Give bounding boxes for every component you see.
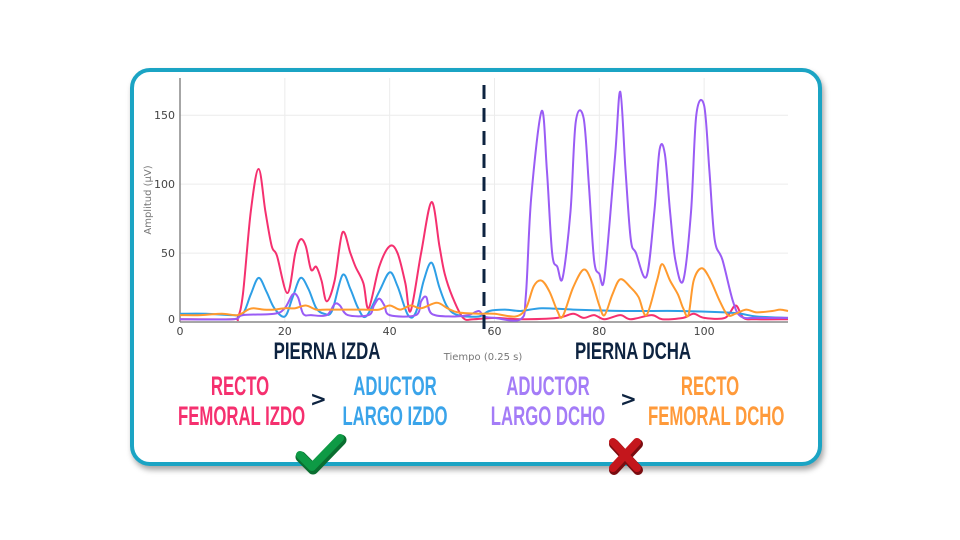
y-tick-label: 0 bbox=[168, 313, 175, 326]
label-line: FEMORAL IZDO bbox=[178, 401, 306, 431]
muscle-aductor-largo-dcho: ADUCTOR LARGO DCHO bbox=[486, 371, 610, 431]
label-line: FEMORAL DCHO bbox=[648, 401, 785, 431]
greater-than-sign: > bbox=[310, 387, 327, 411]
label-line: ADUCTOR bbox=[353, 371, 437, 401]
y-axis-label: Amplitud (µV) bbox=[143, 165, 154, 234]
x-tick-label: 0 bbox=[177, 325, 184, 338]
label-line: ADUCTOR bbox=[506, 371, 590, 401]
x-tick-label: 80 bbox=[592, 325, 606, 338]
series-line-0 bbox=[179, 167, 789, 322]
series-line-1 bbox=[179, 261, 789, 319]
label-line: LARGO DCHO bbox=[490, 401, 606, 431]
series-line-2 bbox=[179, 90, 789, 322]
series-line-3 bbox=[179, 263, 789, 319]
y-tick-label: 150 bbox=[154, 109, 175, 122]
x-tick-label: 60 bbox=[487, 325, 501, 338]
x-axis-label: Tiempo (0.25 s) bbox=[443, 352, 523, 363]
y-tick-label: 50 bbox=[161, 247, 175, 260]
label-line: LARGO IZDO bbox=[342, 401, 448, 431]
x-tick-label: 100 bbox=[694, 325, 715, 338]
muscle-recto-femoral-dcho: RECTO FEMORAL DCHO bbox=[648, 371, 785, 431]
greater-than-sign: > bbox=[620, 387, 637, 411]
muscle-recto-femoral-izdo: RECTO FEMORAL IZDO bbox=[178, 371, 306, 431]
label-line: RECTO bbox=[210, 371, 270, 401]
x-tick-label: 20 bbox=[278, 325, 292, 338]
panel-label-right: PIERNA DCHA bbox=[574, 338, 692, 365]
y-tick-label: 100 bbox=[154, 178, 175, 191]
muscle-aductor-largo-izdo: ADUCTOR LARGO IZDO bbox=[333, 371, 457, 431]
x-tick-label: 40 bbox=[383, 325, 397, 338]
panel-label-left: PIERNA IZDA bbox=[273, 338, 381, 365]
label-line: RECTO bbox=[680, 371, 740, 401]
